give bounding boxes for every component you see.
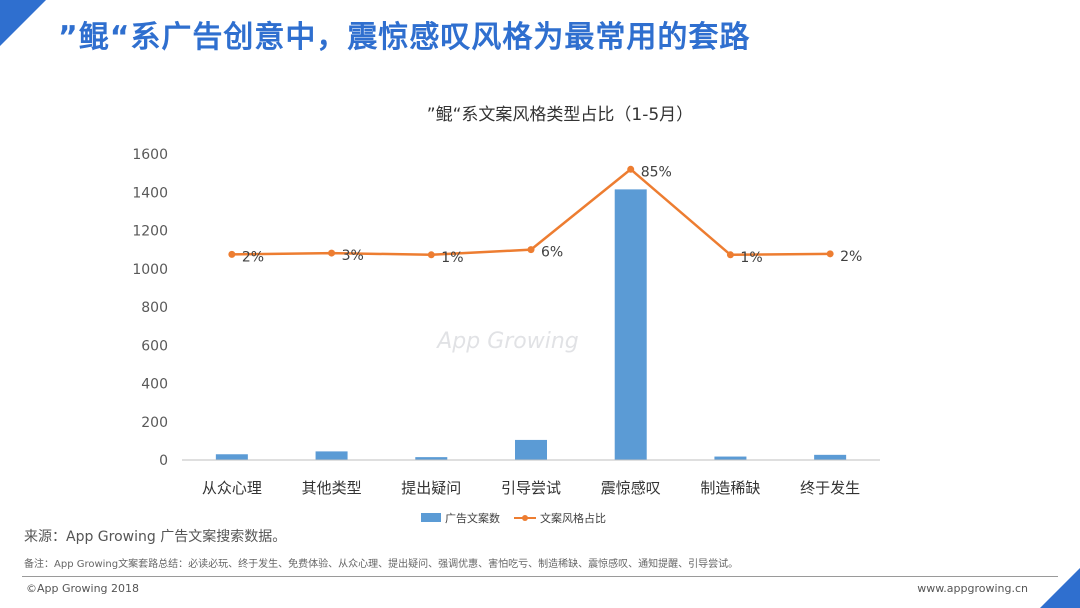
line-point — [627, 165, 635, 173]
corner-decoration-top-left — [0, 0, 46, 46]
x-tick-label: 震惊感叹 — [601, 479, 661, 497]
x-tick-label: 终于发生 — [800, 479, 860, 497]
data-label: 2% — [840, 249, 862, 265]
x-tick-label: 其他类型 — [302, 479, 362, 497]
y-tick-label: 1600 — [132, 147, 168, 163]
line-point — [826, 250, 834, 258]
legend: 广告文案数 文案风格占比 — [421, 511, 606, 525]
legend-bar-label: 广告文案数 — [445, 511, 500, 525]
chart-watermark: App Growing — [435, 329, 579, 354]
y-tick-label: 1400 — [132, 185, 168, 201]
line-point — [726, 251, 734, 259]
y-tick-label: 600 — [141, 338, 168, 354]
y-tick-label: 800 — [141, 300, 168, 316]
legend-bar-swatch — [421, 513, 441, 522]
x-tick-label: 从众心理 — [202, 479, 262, 497]
y-tick-label: 0 — [159, 453, 168, 469]
y-axis: 0 200 400 600 800 1000 1200 1400 1600 — [132, 147, 168, 469]
y-tick-label: 1200 — [132, 224, 168, 240]
bar — [515, 439, 547, 460]
bar-series — [215, 189, 847, 460]
y-tick-label: 1000 — [132, 262, 168, 278]
y-tick-label: 400 — [141, 377, 168, 393]
chart-title: ”鲲“系文案风格类型占比（1-5月） — [427, 105, 693, 125]
data-label: 85% — [641, 164, 672, 180]
line-point — [427, 251, 435, 259]
line-series: 2% 3% 1% 6% 85% 1% 2% — [228, 164, 862, 266]
y-tick-label: 200 — [141, 415, 168, 431]
line-point — [228, 250, 236, 258]
copyright-text: ©App Growing 2018 — [26, 582, 140, 595]
legend-line-marker — [522, 515, 528, 521]
series-line — [231, 167, 831, 257]
bar — [215, 454, 248, 460]
bar — [614, 189, 647, 460]
footer-divider — [22, 576, 1058, 577]
source-text: 来源：App Growing 广告文案搜索数据。 — [24, 529, 287, 545]
bar — [714, 456, 747, 460]
website-link[interactable]: www.appgrowing.cn — [917, 582, 1028, 595]
page-title: ”鲲“系广告创意中，震惊感叹风格为最常用的套路 — [58, 20, 751, 55]
bar — [814, 454, 847, 460]
legend-line-label: 文案风格占比 — [540, 511, 606, 525]
x-axis: 从众心理 其他类型 提出疑问 引导尝试 震惊感叹 制造稀缺 终于发生 — [182, 459, 880, 497]
x-tick-label: 制造稀缺 — [700, 479, 760, 497]
line-point — [328, 249, 336, 257]
data-label: 6% — [541, 245, 563, 261]
note-text: 备注：App Growing文案套路总结：必读必玩、终于发生、免费体验、从众心理… — [24, 559, 739, 570]
x-tick-label: 提出疑问 — [401, 479, 461, 497]
data-label: 3% — [342, 248, 364, 264]
corner-decoration-bottom-right — [1040, 568, 1080, 608]
data-label: 1% — [441, 250, 463, 266]
line-point — [527, 246, 535, 254]
x-tick-label: 引导尝试 — [501, 479, 561, 497]
data-label: 2% — [242, 249, 264, 265]
bar — [415, 457, 448, 460]
data-label: 1% — [740, 250, 762, 266]
bar — [315, 451, 348, 460]
